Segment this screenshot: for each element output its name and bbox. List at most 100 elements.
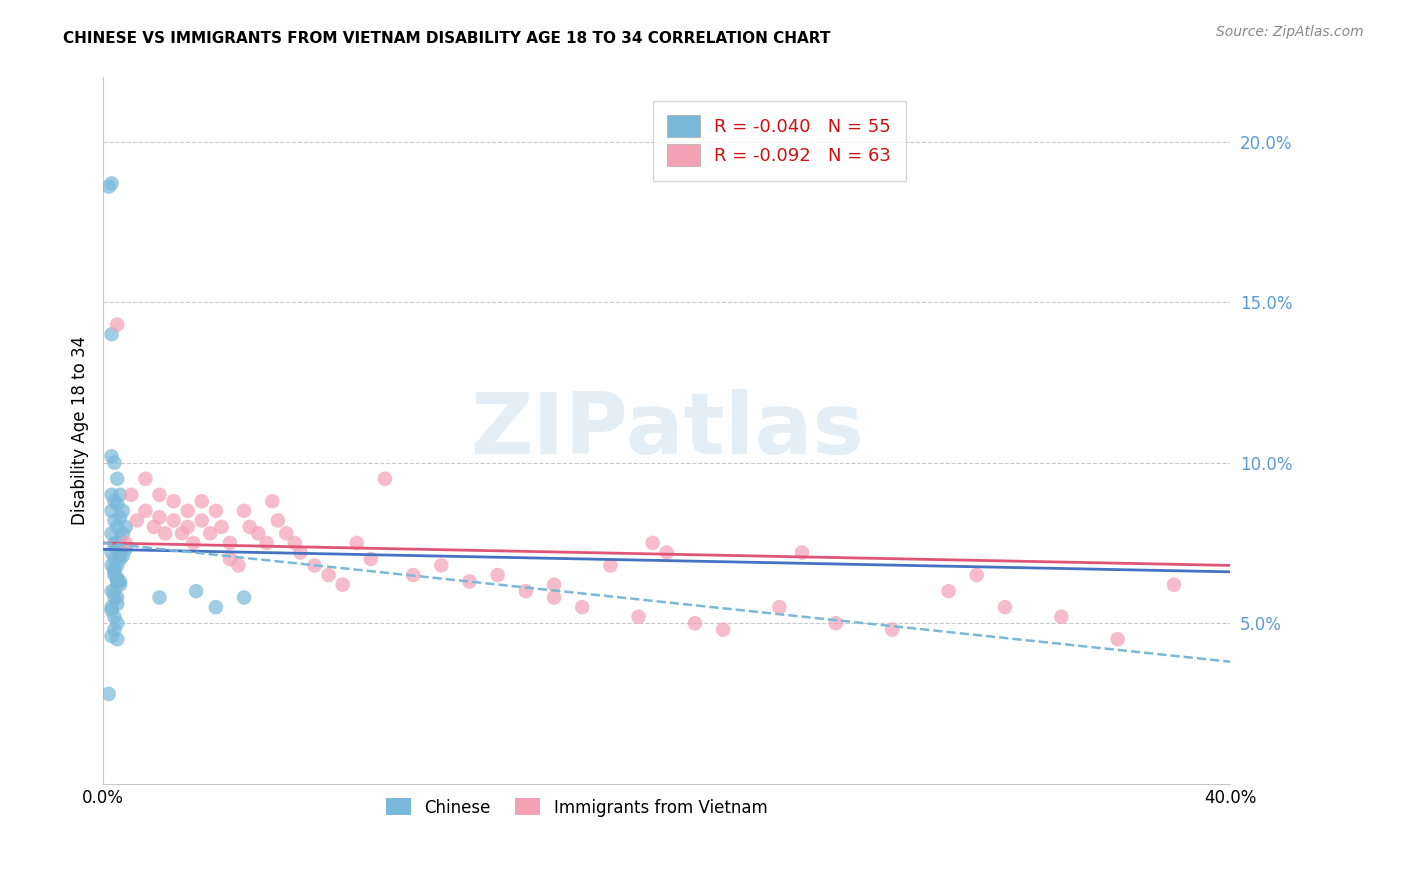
Point [205,504,228,518]
Point [105,574,128,589]
Point [256,536,278,550]
Point [228,558,250,573]
Point [105,571,128,585]
Point [105,597,128,611]
Point [276,526,298,541]
Point [100,327,122,342]
Point [994,600,1017,615]
Point [111,504,134,518]
Point [114,536,136,550]
Point [105,472,128,486]
Point [233,591,256,605]
Legend: Chinese, Immigrants from Vietnam: Chinese, Immigrants from Vietnam [377,790,776,825]
Point [332,577,354,591]
Point [100,177,122,191]
Point [655,545,678,559]
Point [105,520,128,534]
Point [543,577,565,591]
Point [103,561,125,575]
Point [105,536,128,550]
Point [108,510,131,524]
Point [153,526,176,541]
Point [105,318,128,332]
Text: ZIPatlas: ZIPatlas [470,389,863,472]
Point [304,558,326,573]
Point [100,600,122,615]
Point [430,558,453,573]
Point [125,513,148,527]
Point [486,568,509,582]
Point [114,542,136,557]
Point [768,600,790,615]
Point [402,568,425,582]
Point [97,687,120,701]
Point [103,513,125,527]
Point [515,584,537,599]
Point [97,179,120,194]
Point [683,616,706,631]
Point [105,632,128,647]
Point [267,513,290,527]
Point [105,558,128,573]
Point [318,568,340,582]
Point [108,549,131,563]
Point [103,456,125,470]
Point [105,616,128,631]
Point [148,488,170,502]
Point [1107,632,1129,647]
Point [360,552,382,566]
Point [176,504,198,518]
Point [571,600,593,615]
Point [108,574,131,589]
Point [103,552,125,566]
Point [103,568,125,582]
Point [790,545,813,559]
Point [641,536,664,550]
Point [181,536,204,550]
Point [108,533,131,547]
Text: CHINESE VS IMMIGRANTS FROM VIETNAM DISABILITY AGE 18 TO 34 CORRELATION CHART: CHINESE VS IMMIGRANTS FROM VIETNAM DISAB… [63,31,831,46]
Point [247,526,270,541]
Y-axis label: Disability Age 18 to 34: Disability Age 18 to 34 [72,336,89,525]
Point [1050,609,1073,624]
Point [162,494,184,508]
Point [100,488,122,502]
Point [105,498,128,512]
Point [103,591,125,605]
Point [148,510,170,524]
Point [103,536,125,550]
Point [219,552,242,566]
Point [262,494,284,508]
Point [100,584,122,599]
Point [111,526,134,541]
Point [103,609,125,624]
Point [599,558,621,573]
Point [100,526,122,541]
Point [134,504,156,518]
Point [219,536,242,550]
Point [170,526,193,541]
Point [100,450,122,464]
Point [290,545,312,559]
Point [142,520,165,534]
Point [100,629,122,643]
Text: Source: ZipAtlas.com: Source: ZipAtlas.com [1216,25,1364,39]
Point [108,552,131,566]
Point [211,520,233,534]
Point [148,591,170,605]
Point [162,513,184,527]
Point [1163,577,1185,591]
Point [176,520,198,534]
Point [134,472,156,486]
Point [184,584,207,599]
Point [103,565,125,579]
Point [205,600,228,615]
Point [543,591,565,605]
Point [108,577,131,591]
Point [103,494,125,508]
Point [200,526,222,541]
Point [191,494,214,508]
Point [103,623,125,637]
Point [374,472,396,486]
Point [105,542,128,557]
